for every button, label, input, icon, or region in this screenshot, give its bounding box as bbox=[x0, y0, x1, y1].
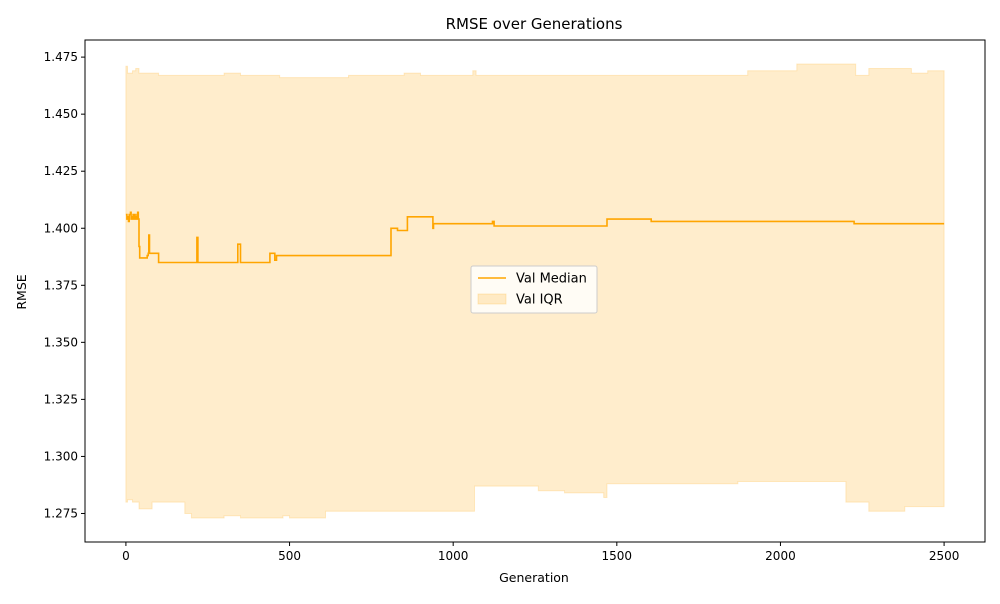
y-tick-label: 1.475 bbox=[44, 50, 78, 64]
legend-label-val-median: Val Median bbox=[516, 272, 587, 287]
x-tick-label: 2000 bbox=[765, 549, 796, 563]
series-val-median-line bbox=[125, 211, 945, 264]
legend: Val Median Val IQR bbox=[470, 265, 598, 314]
chart-title: RMSE over Generations bbox=[446, 15, 623, 33]
legend-label-val-iqr: Val IQR bbox=[516, 293, 563, 308]
legend-swatch-val-iqr bbox=[477, 293, 507, 305]
y-tick-label: 1.375 bbox=[44, 278, 78, 292]
y-tick-label: 1.325 bbox=[44, 392, 78, 406]
y-tick-label: 1.300 bbox=[44, 449, 78, 463]
y-axis-label: RMSE bbox=[14, 274, 29, 309]
x-tick-label: 2500 bbox=[929, 549, 960, 563]
x-tick-label: 500 bbox=[278, 549, 301, 563]
x-tick-label: 1000 bbox=[438, 549, 469, 563]
axes-frame bbox=[84, 39, 986, 543]
y-tick-label: 1.275 bbox=[44, 506, 78, 520]
x-axis-label: Generation bbox=[499, 570, 569, 585]
y-tick-label: 1.400 bbox=[44, 221, 78, 235]
x-tick-label: 1500 bbox=[602, 549, 633, 563]
y-tick-label: 1.350 bbox=[44, 335, 78, 349]
y-tick-label: 1.425 bbox=[44, 164, 78, 178]
y-tick-label: 1.450 bbox=[44, 107, 78, 121]
x-tick-label: 0 bbox=[122, 549, 130, 563]
